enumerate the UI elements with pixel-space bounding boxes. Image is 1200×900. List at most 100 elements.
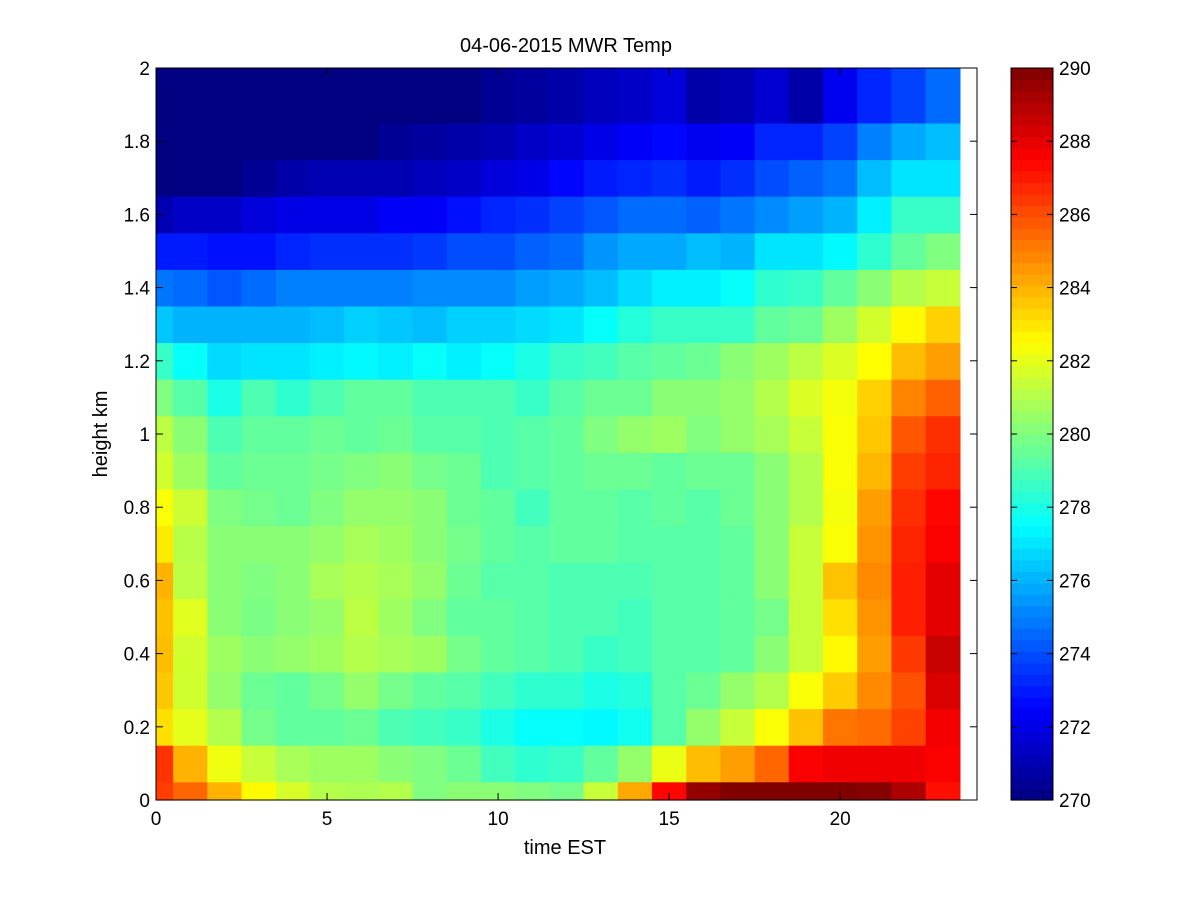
heatmap-cell [344,196,379,234]
x-tick-label: 0 [151,809,162,830]
heatmap-cell [515,488,550,527]
heatmap-cell [583,598,619,636]
colorbar-segment [1011,239,1053,252]
heatmap-cell [652,452,687,490]
heatmap-cell [515,635,550,673]
heatmap-cell [309,415,345,453]
colorbar-tick-label: 272 [1059,718,1091,739]
heatmap-cell [275,232,311,270]
heatmap-cell [925,305,961,344]
heatmap-cell [207,598,243,636]
heatmap-cell [549,781,585,801]
heatmap-cell [754,562,790,600]
heatmap-cell [480,708,516,746]
heatmap-cell [173,708,208,746]
heatmap-cell [754,68,790,124]
colorbar-segment [1011,456,1053,469]
colorbar-segment [1011,445,1053,458]
heatmap-cell [156,452,174,490]
heatmap-cell [857,305,893,344]
heatmap-cell [241,708,277,746]
heatmap-cell [480,671,516,710]
colorbar-segment [1011,674,1053,687]
heatmap-cell [207,122,243,161]
heatmap-cell [446,671,482,710]
colorbar-segment [1011,559,1053,572]
heatmap-cell [344,562,379,600]
heatmap-cell [891,671,927,710]
heatmap-cell [652,232,687,270]
heatmap-cell [754,525,790,563]
heatmap-cell [156,562,174,600]
heatmap-cell [480,232,516,270]
heatmap-cell [309,269,345,307]
heatmap-cell [173,269,208,307]
heatmap-cell [857,379,893,417]
heatmap-cell [480,745,516,783]
colorbar-segment [1011,388,1053,401]
heatmap-cell [156,232,174,270]
heatmap-cell [788,305,824,344]
heatmap-cell [412,415,448,453]
heatmap-cell [549,488,585,527]
heatmap-cell [275,598,311,636]
heatmap-cell [344,525,379,563]
heatmap-cell [515,342,550,380]
colorbar-segment [1011,594,1053,607]
colorbar-segment [1011,777,1053,790]
heatmap-cell [583,196,619,234]
heatmap-cell [823,415,858,453]
heatmap-cell [378,232,414,270]
heatmap-cell [891,708,927,746]
heatmap-cell [652,415,687,453]
heatmap-cell [583,68,619,124]
heatmap-cell [309,122,345,161]
colorbar-segment [1011,148,1053,161]
heatmap-cell [480,488,516,527]
heatmap-cell [891,196,927,234]
heatmap-cell [720,562,756,600]
heatmap-cell [241,562,277,600]
heatmap-cell [788,671,824,710]
heatmap-cell [309,562,345,600]
colorbar-segment [1011,651,1053,664]
heatmap-cell [686,562,722,600]
heatmap-cell [583,122,619,161]
heatmap-cell [378,196,414,234]
heatmap-cell [207,269,243,307]
heatmap-cell [925,635,961,673]
colorbar-segment [1011,251,1053,264]
colorbar-segment [1011,685,1053,698]
heatmap-cell [857,745,893,783]
heatmap-cell [788,122,824,161]
heatmap-cell [754,781,790,801]
heatmap-cell [173,122,208,161]
colorbar-segment [1011,639,1053,652]
heatmap-cell [617,122,653,161]
heatmap-cell [446,68,482,124]
colorbar-tick-label: 280 [1059,425,1091,446]
heatmap-cell [788,708,824,746]
heatmap-cell [480,781,516,801]
heatmap-cell [617,196,653,234]
heatmap-cell [309,379,345,417]
heatmap-cell [480,269,516,307]
heatmap-cell [754,671,790,710]
heatmap-cell [686,68,722,124]
heatmap-cell [378,781,414,801]
heatmap-cell [891,415,927,453]
x-tick-label: 15 [659,809,680,830]
colorbar-segment [1011,159,1053,172]
heatmap-cell [720,671,756,710]
heatmap-cell [925,708,961,746]
heatmap-cell [857,342,893,380]
heatmap-cell [173,562,208,600]
heatmap-cell [207,781,243,801]
heatmap-cell [446,379,482,417]
heatmap-cell [925,122,961,161]
heatmap-cell [344,232,379,270]
heatmap-cell [275,342,311,380]
heatmap-cell [652,745,687,783]
heatmap-cell [891,562,927,600]
heatmap-cell [412,232,448,270]
